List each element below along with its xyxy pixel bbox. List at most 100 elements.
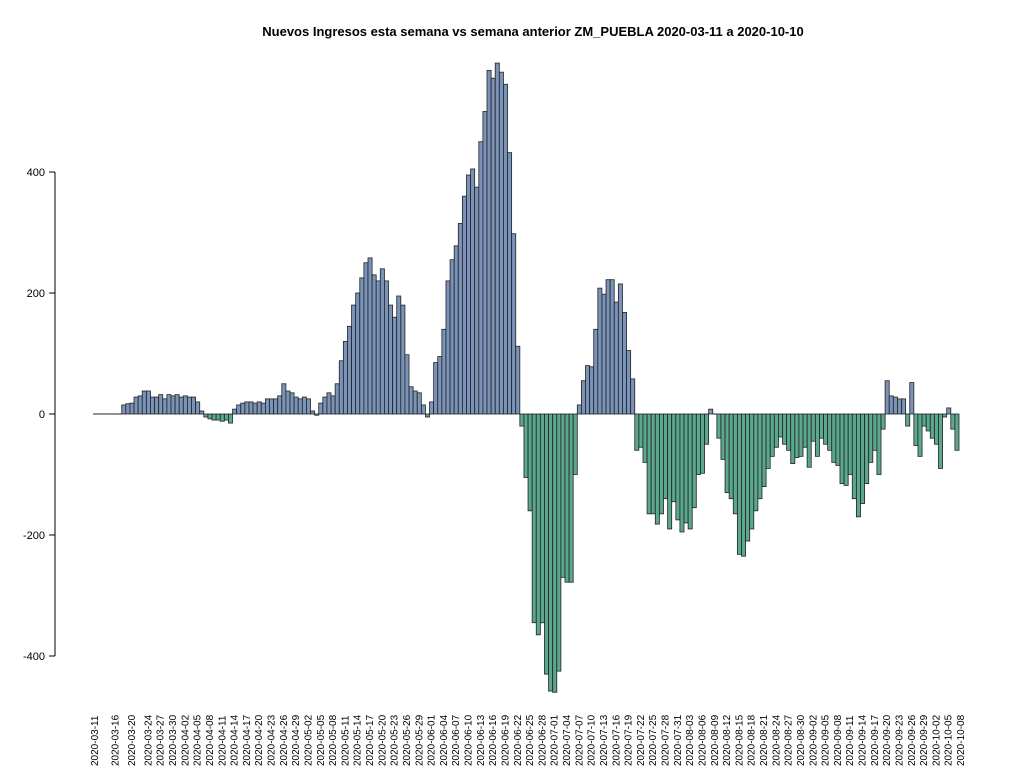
x-tick-label: 2020-07-10 [587,714,598,766]
bar-negative [548,413,554,692]
bar-positive [125,403,131,415]
bar-negative [203,413,209,418]
bar-positive [322,396,328,415]
x-tick-label: 2020-05-26 [402,714,413,766]
bar-negative [790,413,796,465]
bar-negative [531,413,537,624]
x-tick-label: 2020-03-30 [168,714,179,766]
bar-negative [938,413,943,469]
bar-positive [585,365,591,415]
bar-negative [314,413,320,416]
bar-negative [675,413,681,521]
x-tick-label: 2020-07-25 [648,714,659,766]
bar-positive [884,380,890,415]
x-tick-label: 2020-05-11 [340,715,351,766]
x-tick-label: 2020-08-06 [697,714,708,766]
bar-negative [855,413,861,518]
x-tick-label: 2020-05-14 [353,714,364,766]
x-tick-label: 2020-07-19 [624,714,635,766]
x-tick-label: 2020-07-31 [673,714,684,766]
bar-negative [765,413,771,469]
bar-positive [297,398,303,415]
bar-positive [338,360,344,415]
bar-positive [613,301,619,415]
bar-negative [741,413,746,557]
x-tick-label: 2020-07-28 [661,714,672,766]
bar-positive [412,390,418,415]
bar-negative [663,413,668,500]
bar-positive [408,386,414,415]
bar-negative [802,413,808,448]
bar-positive [457,223,463,415]
bar-positive [182,395,188,415]
bar-negative [950,413,956,430]
x-tick-label: 2020-03-24 [143,714,154,766]
bar-negative [839,413,845,484]
x-tick-label: 2020-09-29 [919,714,930,766]
bar-negative [642,413,648,463]
bar-positive [601,293,607,415]
bar-positive [494,62,500,415]
y-tick-label: -400 [23,651,45,663]
bar-positive [605,279,611,415]
x-tick-label: 2020-08-09 [710,714,721,766]
bar-negative [728,413,734,500]
bar-negative [929,413,935,439]
x-tick-label: 2020-09-26 [907,714,918,766]
x-tick-label: 2020-04-29 [291,714,302,766]
bar-positive [363,262,369,415]
bar-negative [831,413,837,463]
bar-positive [486,69,492,415]
x-tick-label: 2020-06-10 [464,714,475,766]
bar-positive [301,396,307,415]
bar-negative [654,413,660,525]
bar-positive [375,280,381,415]
x-tick-label: 2020-06-28 [537,714,548,766]
bar-negative [560,413,566,578]
bar-negative [810,413,816,442]
bar-negative [860,413,865,504]
bar-negative [523,413,529,478]
bar-positive [166,394,172,415]
x-tick-label: 2020-07-01 [550,714,561,766]
bar-positive [630,378,636,415]
x-tick-label: 2020-10-05 [944,714,955,766]
bar-positive [897,398,902,415]
x-tick-label: 2020-07-22 [636,714,647,766]
bar-positive [511,233,517,415]
bar-positive [946,407,952,415]
bar-negative [736,413,742,555]
bar-negative [634,413,640,451]
bar-negative [732,413,738,515]
bar-positive [277,395,283,415]
bar-negative [753,413,759,512]
bar-positive [158,394,164,415]
bar-positive [141,390,147,415]
x-tick-label: 2020-04-02 [180,714,191,766]
x-tick-label: 2020-05-29 [414,714,425,766]
x-tick-label: 2020-08-03 [685,714,696,766]
bars [93,62,960,693]
x-tick-label: 2020-10-02 [931,714,942,766]
bar-positive [622,311,627,415]
bar-positive [347,325,352,415]
bar-positive [474,186,480,415]
bar-negative [724,413,730,494]
x-tick-label: 2020-08-15 [734,714,745,766]
bar-negative [556,413,562,672]
x-tick-label: 2020-03-27 [156,714,167,766]
bar-positive [404,354,410,415]
x-tick-label: 2020-09-17 [870,714,881,766]
bar-negative [425,413,430,418]
bar-negative [880,413,886,430]
bar-negative [778,413,783,438]
bar-positive [437,356,443,415]
bar-negative [847,413,853,475]
x-axis: 2020-03-11 2020-03-16 2020-03-20 2020-03-24… [90,714,967,766]
bar-positive [416,392,422,415]
bar-negative [786,413,792,451]
bar-positive [174,394,180,415]
bar-negative [539,413,545,624]
bar-positive [901,398,907,415]
bar-negative [868,413,874,463]
